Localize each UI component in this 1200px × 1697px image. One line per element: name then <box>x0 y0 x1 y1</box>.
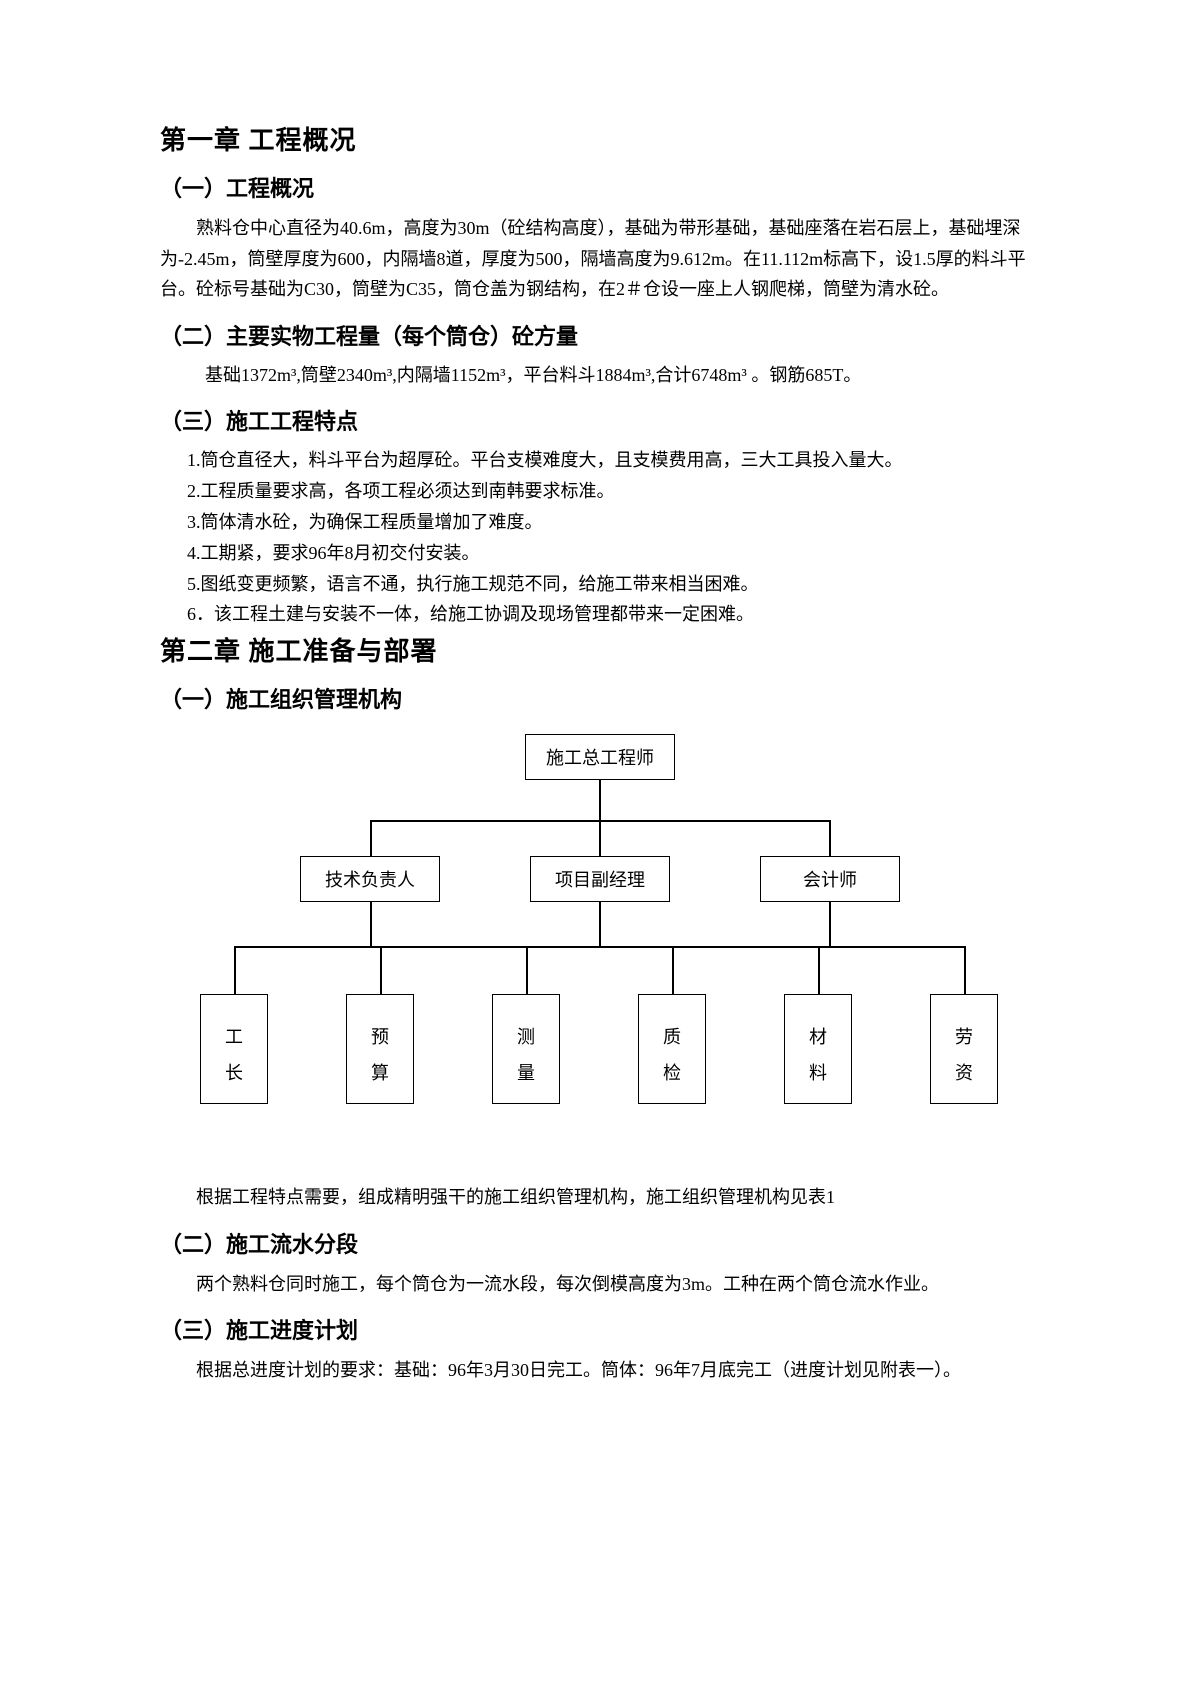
list-item: 4.工期紧，要求96年8月初交付安装。 <box>160 539 1040 568</box>
org-label: 工长 <box>225 1028 243 1082</box>
org-line <box>964 946 966 994</box>
org-box-mid: 会计师 <box>760 856 900 902</box>
org-box-mid: 技术负责人 <box>300 856 440 902</box>
section-1-3-title: （三）施工工程特点 <box>160 404 1040 436</box>
list-item: 2.工程质量要求高，各项工程必须达到南韩要求标准。 <box>160 477 1040 506</box>
org-label: 质检 <box>663 1028 681 1082</box>
org-line <box>380 946 382 994</box>
section-2-3-paragraph: 根据总进度计划的要求：基础：96年3月30日完工。筒体：96年7月底完工（进度计… <box>160 1355 1040 1386</box>
section-1-2-title: （二）主要实物工程量（每个筒仓）砼方量 <box>160 319 1040 351</box>
org-line <box>234 946 236 994</box>
org-line <box>599 902 601 946</box>
org-line <box>829 902 831 946</box>
org-box-bottom: 工长 <box>200 994 268 1104</box>
org-line <box>599 780 601 820</box>
org-box-top: 施工总工程师 <box>525 734 675 780</box>
list-item: 5.图纸变更频繁，语言不通，执行施工规范不同，给施工带来相当困难。 <box>160 570 1040 599</box>
org-box-bottom: 劳资 <box>930 994 998 1104</box>
section-1-2-paragraph: 基础1372m³,筒壁2340m³,内隔墙1152m³，平台料斗1884m³,合… <box>160 361 1040 391</box>
org-label: 材料 <box>809 1028 827 1082</box>
org-line <box>526 946 528 994</box>
chapter-1-title: 第一章 工程概况 <box>160 120 1040 157</box>
list-item: 1.筒仓直径大，料斗平台为超厚砼。平台支模难度大，且支模费用高，三大工具投入量大… <box>160 446 1040 475</box>
org-line <box>370 820 372 856</box>
section-1-1-title: （一）工程概况 <box>160 171 1040 203</box>
org-label: 测量 <box>517 1028 535 1082</box>
org-box-mid: 项目副经理 <box>530 856 670 902</box>
section-2-2-paragraph: 两个熟料仓同时施工，每个筒仓为一流水段，每次倒模高度为3m。工种在两个筒仓流水作… <box>160 1269 1040 1300</box>
list-item: 6．该工程土建与安装不一体，给施工协调及现场管理都带来一定困难。 <box>160 600 1040 629</box>
section-2-1-title: （一）施工组织管理机构 <box>160 682 1040 714</box>
chapter-2-title: 第二章 施工准备与部署 <box>160 631 1040 668</box>
org-line <box>234 946 966 948</box>
org-chart-caption: 根据工程特点需要，组成精明强干的施工组织管理机构，施工组织管理机构见表1 <box>160 1182 1040 1213</box>
org-box-bottom: 质检 <box>638 994 706 1104</box>
list-item: 3.筒体清水砼，为确保工程质量增加了难度。 <box>160 508 1040 537</box>
org-line <box>818 946 820 994</box>
section-2-2-title: （二）施工流水分段 <box>160 1227 1040 1259</box>
section-2-3-title: （三）施工进度计划 <box>160 1313 1040 1345</box>
org-line <box>829 820 831 856</box>
org-line <box>599 820 601 856</box>
org-box-bottom: 测量 <box>492 994 560 1104</box>
section-1-1-paragraph: 熟料仓中心直径为40.6m，高度为30m（砼结构高度），基础为带形基础，基础座落… <box>160 213 1040 305</box>
org-box-bottom: 材料 <box>784 994 852 1104</box>
org-chart: 施工总工程师 技术负责人 项目副经理 会计师 工长 预算 测量 质检 材料 劳资 <box>190 734 1010 1164</box>
org-label: 劳资 <box>955 1028 973 1082</box>
org-label: 预算 <box>371 1028 389 1082</box>
org-line <box>672 946 674 994</box>
org-box-bottom: 预算 <box>346 994 414 1104</box>
org-line <box>370 902 372 946</box>
